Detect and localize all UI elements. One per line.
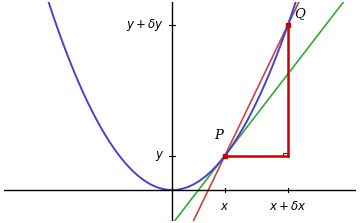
Text: Q: Q: [294, 7, 305, 20]
Text: $y + \delta y$: $y + \delta y$: [126, 17, 164, 33]
Text: $y$: $y$: [155, 149, 164, 163]
Text: $x + \delta x$: $x + \delta x$: [269, 200, 307, 213]
Text: P: P: [214, 129, 223, 142]
Text: $x$: $x$: [220, 200, 229, 213]
